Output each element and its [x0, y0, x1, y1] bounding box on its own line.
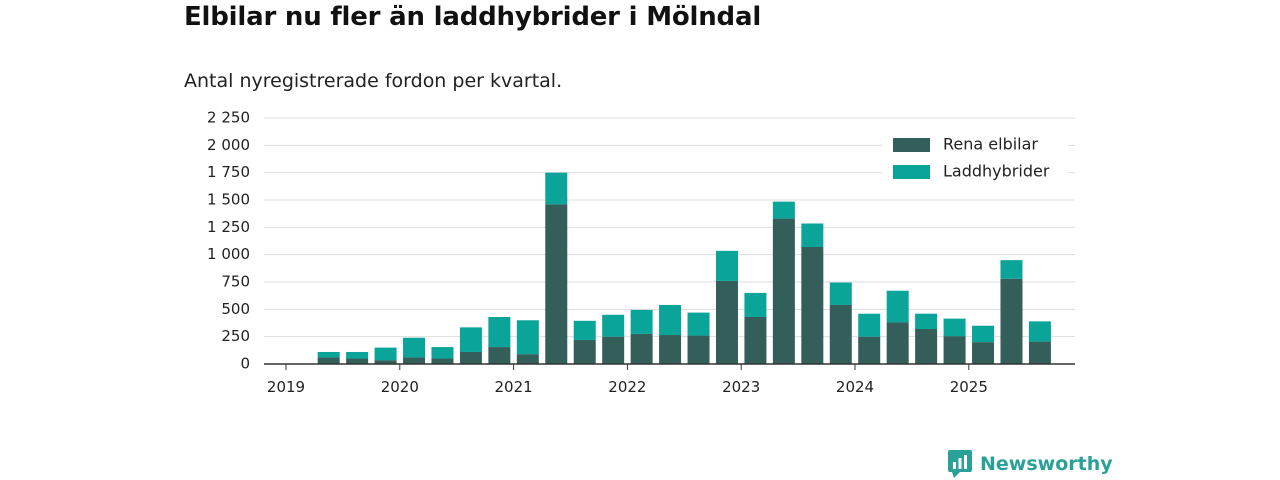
bar-laddhybrider — [488, 316, 511, 348]
bar-rena-elbilar — [374, 360, 397, 364]
bar-laddhybrider — [772, 201, 795, 219]
bar-rena-elbilar — [687, 335, 710, 364]
bar-rena-elbilar — [459, 351, 482, 364]
legend-swatch — [893, 138, 930, 152]
bar-laddhybrider — [687, 312, 710, 336]
y-tick-label: 500 — [221, 300, 250, 318]
bar-rena-elbilar — [488, 347, 511, 364]
y-tick-label: 750 — [221, 273, 250, 291]
bar-laddhybrider — [317, 351, 340, 358]
bar-rena-elbilar — [1028, 341, 1051, 364]
bar-laddhybrider — [715, 250, 738, 281]
y-tick-label: 1 750 — [207, 163, 250, 181]
x-tick-label: 2021 — [495, 378, 533, 396]
legend-label: Rena elbilar — [943, 135, 1038, 154]
bar-laddhybrider — [801, 223, 824, 248]
bar-laddhybrider — [374, 347, 397, 361]
bar-rena-elbilar — [659, 335, 682, 364]
bar-laddhybrider — [602, 314, 625, 337]
bar-laddhybrider — [915, 313, 938, 330]
bar-rena-elbilar — [772, 218, 795, 364]
bar-rena-elbilar — [516, 354, 539, 364]
brand-name: Newsworthy — [980, 453, 1113, 475]
x-tick-label: 2025 — [950, 378, 988, 396]
legend-label: Laddhybrider — [943, 162, 1050, 181]
y-tick-label: 1 250 — [207, 218, 250, 236]
bar-laddhybrider — [459, 327, 482, 352]
bar-laddhybrider — [630, 309, 653, 334]
bar-laddhybrider — [858, 313, 881, 337]
y-tick-label: 0 — [240, 355, 250, 373]
bar-laddhybrider — [744, 292, 767, 317]
bar-rena-elbilar — [602, 336, 625, 364]
x-tick-label: 2020 — [381, 378, 419, 396]
bars — [317, 172, 1051, 364]
bar-rena-elbilar — [431, 358, 454, 364]
bar-rena-elbilar — [915, 329, 938, 364]
newsworthy-logo-icon — [948, 450, 972, 478]
bar-laddhybrider — [545, 172, 568, 205]
bar-rena-elbilar — [346, 358, 369, 364]
x-tick-label: 2024 — [836, 378, 874, 396]
chart-title: Elbilar nu fler än laddhybrider i Mölnda… — [184, 2, 762, 32]
bar-rena-elbilar — [829, 304, 852, 364]
bar-rena-elbilar — [715, 280, 738, 364]
bar-laddhybrider — [829, 282, 852, 305]
bar-laddhybrider — [659, 304, 682, 336]
newsworthy-logo: Newsworthy — [948, 450, 1113, 478]
x-tick-label: 2023 — [722, 378, 760, 396]
bar-rena-elbilar — [744, 316, 767, 364]
x-tick-label: 2022 — [608, 378, 646, 396]
y-tick-label: 1 500 — [207, 191, 250, 209]
y-tick-label: 250 — [221, 327, 250, 345]
bar-rena-elbilar — [1000, 278, 1023, 364]
bar-rena-elbilar — [972, 342, 995, 364]
bar-laddhybrider — [346, 351, 369, 359]
y-tick-label: 2 250 — [207, 109, 250, 127]
legend: Rena elbilar Laddhybrider — [882, 130, 1068, 188]
axes: 0 250 500 750 1 000 1 250 1 500 1 750 2 000 2 250… — [207, 109, 1075, 396]
bar-laddhybrider — [1000, 260, 1023, 279]
bar-laddhybrider — [943, 318, 966, 337]
bar-rena-elbilar — [858, 336, 881, 364]
bar-rena-elbilar — [403, 357, 426, 364]
bar-laddhybrider — [403, 337, 426, 358]
bar-rena-elbilar — [943, 336, 966, 364]
bar-laddhybrider — [886, 290, 909, 323]
bar-laddhybrider — [573, 320, 596, 340]
legend-swatch — [893, 165, 930, 179]
chart-subtitle: Antal nyregistrerade fordon per kvartal. — [184, 70, 563, 92]
bar-rena-elbilar — [545, 204, 568, 364]
x-tick-label: 2019 — [267, 378, 305, 396]
bar-rena-elbilar — [317, 357, 340, 364]
bar-rena-elbilar — [886, 322, 909, 364]
bar-laddhybrider — [516, 320, 539, 355]
bar-laddhybrider — [431, 347, 454, 359]
y-tick-label: 1 000 — [207, 245, 250, 263]
bar-laddhybrider — [1028, 321, 1051, 342]
bar-rena-elbilar — [573, 339, 596, 364]
bar-rena-elbilar — [801, 247, 824, 364]
y-tick-label: 2 000 — [207, 136, 250, 154]
bar-rena-elbilar — [630, 333, 653, 364]
bar-laddhybrider — [972, 325, 995, 343]
